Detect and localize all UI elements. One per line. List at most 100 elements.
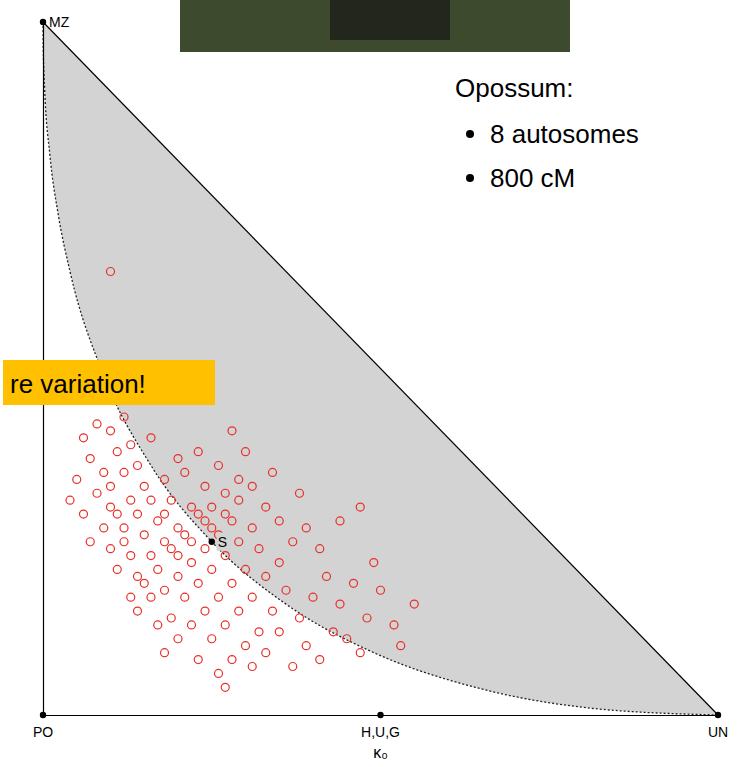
point — [255, 628, 263, 636]
point — [248, 662, 256, 670]
point — [174, 635, 182, 643]
reference-label: UN — [708, 724, 728, 740]
point — [350, 579, 358, 587]
point — [181, 468, 189, 476]
point — [181, 531, 189, 539]
point — [127, 441, 135, 449]
reference-label: S — [218, 534, 227, 550]
point — [107, 503, 115, 511]
point — [80, 510, 88, 518]
point — [147, 593, 155, 601]
point — [80, 434, 88, 442]
point — [188, 559, 196, 567]
point — [363, 614, 371, 622]
point — [147, 552, 155, 560]
point — [215, 669, 223, 677]
point — [167, 496, 175, 504]
reference-point — [40, 712, 46, 718]
reference-label: MZ — [49, 14, 70, 30]
point — [221, 510, 229, 518]
point — [228, 579, 236, 587]
point — [154, 621, 162, 629]
point — [302, 524, 310, 532]
point — [235, 538, 243, 546]
annotation-item: 800 cM — [490, 163, 575, 193]
point — [120, 468, 128, 476]
point — [201, 517, 209, 525]
point — [269, 468, 277, 476]
point — [161, 649, 169, 657]
point — [248, 524, 256, 532]
reference-point — [377, 712, 383, 718]
point — [201, 545, 209, 553]
point — [154, 565, 162, 573]
reference-point — [209, 539, 215, 545]
point — [194, 579, 202, 587]
point — [100, 524, 108, 532]
point — [282, 586, 290, 594]
point — [161, 510, 169, 518]
point — [336, 600, 344, 608]
point — [316, 545, 324, 553]
point — [343, 635, 351, 643]
point — [235, 607, 243, 615]
point — [242, 448, 250, 456]
point — [73, 475, 81, 483]
point — [410, 600, 418, 608]
point — [336, 517, 344, 525]
point — [134, 462, 142, 470]
point — [397, 642, 405, 650]
point — [208, 565, 216, 573]
reference-point — [715, 712, 721, 718]
point — [161, 538, 169, 546]
point — [194, 510, 202, 518]
point — [93, 489, 101, 497]
point — [309, 593, 317, 601]
point — [174, 552, 182, 560]
point — [269, 607, 277, 615]
point — [127, 593, 135, 601]
point — [113, 510, 121, 518]
reference-label: H,U,G — [361, 724, 400, 740]
annotation-item: 8 autosomes — [490, 119, 639, 149]
point — [235, 475, 243, 483]
point — [289, 538, 297, 546]
point — [161, 475, 169, 483]
point — [356, 503, 364, 511]
point — [174, 572, 182, 580]
callout-text: re variation! — [10, 369, 146, 399]
point — [221, 489, 229, 497]
point — [188, 538, 196, 546]
point — [215, 593, 223, 601]
chart: MZPOH,U,GUNSκ₀Opossum:8 autosomes800 cMr… — [0, 0, 749, 767]
point — [262, 503, 270, 511]
point — [262, 649, 270, 657]
point — [174, 524, 182, 532]
point — [161, 586, 169, 594]
point — [296, 614, 304, 622]
point — [275, 517, 283, 525]
point — [194, 656, 202, 664]
point — [154, 517, 162, 525]
points — [66, 267, 418, 691]
point — [127, 552, 135, 560]
callout: re variation! — [3, 360, 215, 405]
point — [107, 267, 115, 275]
point — [194, 448, 202, 456]
point — [140, 579, 148, 587]
point — [275, 559, 283, 567]
point — [147, 496, 155, 504]
point — [228, 427, 236, 435]
reference-point — [40, 19, 46, 25]
point — [134, 607, 142, 615]
point — [221, 621, 229, 629]
point — [100, 468, 108, 476]
point — [120, 538, 128, 546]
point — [66, 496, 74, 504]
point — [296, 489, 304, 497]
point — [248, 593, 256, 601]
point — [181, 593, 189, 601]
point — [147, 434, 155, 442]
point — [86, 455, 94, 463]
point — [242, 642, 250, 650]
